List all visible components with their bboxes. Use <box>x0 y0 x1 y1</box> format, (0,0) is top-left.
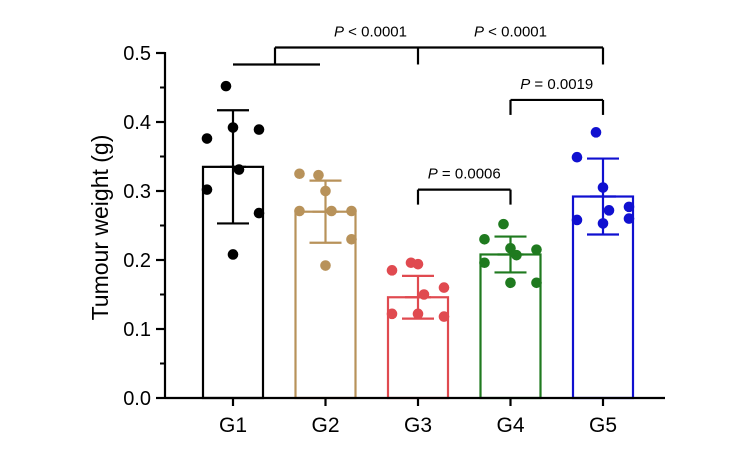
point-g3-6 <box>386 308 398 320</box>
point-g3-4 <box>438 282 450 293</box>
point-g4-8 <box>505 277 516 289</box>
point-g4-6 <box>479 257 490 269</box>
point-g5-5 <box>603 205 615 216</box>
point-g1-8 <box>227 249 239 260</box>
point-g1-1 <box>220 80 232 92</box>
x-tick-label-g5: G5 <box>589 414 617 437</box>
p-value-label-g4-g5: P = 0.0019 <box>520 76 593 93</box>
error-bars-layer <box>217 109 619 320</box>
annotations-layer: P = 0.0006 P = 0.0019 P < 0.0001 P < 0.0001 <box>233 23 605 205</box>
bar-g4 <box>479 253 542 400</box>
y-tick-label-3: 0.3 <box>123 181 151 203</box>
point-g1-7 <box>253 207 265 219</box>
point-g4-7 <box>531 277 542 289</box>
y-tick-label-4: 0.4 <box>123 112 151 134</box>
x-tick-label-g1: G1 <box>219 414 247 437</box>
point-g5-6 <box>571 214 583 226</box>
point-g2-7 <box>346 234 357 245</box>
x-tick-label-g3: G3 <box>404 414 432 437</box>
point-g1-4 <box>253 124 265 135</box>
point-g5-7 <box>623 213 635 224</box>
point-g5-4 <box>623 201 635 213</box>
point-g2-2 <box>294 168 305 180</box>
y-tick-label-0: 0.0 <box>123 388 151 410</box>
point-g5-2 <box>571 151 583 163</box>
x-tick-label-g4: G4 <box>496 414 524 437</box>
y-tick-label-2: 0.2 <box>123 250 151 272</box>
y-tick-label-1: 0.1 <box>123 319 151 341</box>
p-value-label-g3-g4: P = 0.0006 <box>428 166 501 183</box>
point-g2-1 <box>313 169 324 181</box>
point-g3-3 <box>412 258 424 270</box>
point-g4-2 <box>479 234 490 245</box>
point-g3-2 <box>386 265 398 276</box>
point-g4-1 <box>498 218 509 230</box>
p-value-right-label: P < 0.0001 <box>474 23 547 40</box>
axes-layer: 0.0 0.1 0.2 0.3 0.4 0.5 G1 G2 G3 G4 G5 Tumour weigh… <box>87 43 665 437</box>
y-tick-label-5: 0.5 <box>123 43 151 65</box>
y-axis-title: Tumour weight (g) <box>87 135 113 321</box>
point-g2-6 <box>294 205 305 217</box>
point-g3-7 <box>438 311 450 322</box>
point-g1-2 <box>201 133 213 144</box>
point-g2-4 <box>346 205 357 217</box>
point-g1-6 <box>201 184 213 195</box>
point-g2-8 <box>320 260 331 271</box>
point-g4-4 <box>531 244 542 255</box>
p-value-left-label: P < 0.0001 <box>334 23 407 40</box>
x-tick-label-g2: G2 <box>311 414 339 437</box>
point-g5-1 <box>590 127 602 138</box>
